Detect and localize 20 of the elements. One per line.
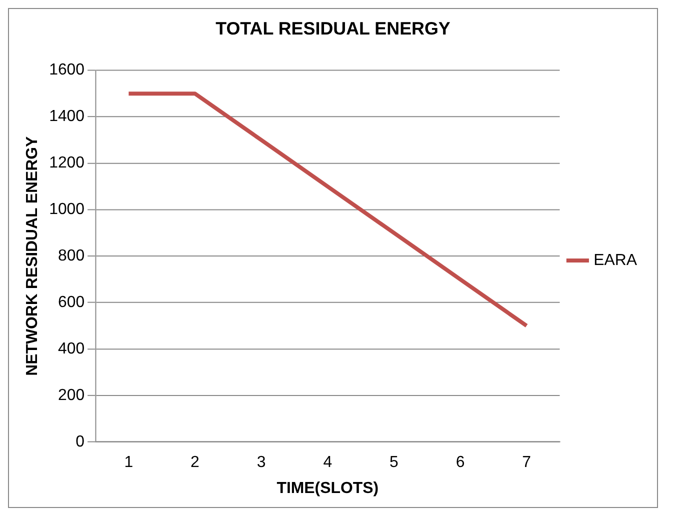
x-tick-label: 7 — [522, 454, 532, 471]
x-tick-label: 6 — [456, 454, 465, 471]
x-tick-label: 5 — [390, 454, 399, 471]
y-tick-label: 1600 — [49, 62, 85, 79]
y-tick-label: 1000 — [49, 201, 85, 218]
x-tick-label: 2 — [190, 454, 200, 471]
chart-title: TOTAL RESIDUAL ENERGY — [216, 18, 450, 39]
y-tick-label: 1200 — [49, 154, 85, 172]
y-tick-label: 0 — [76, 433, 85, 450]
y-tick-label: 600 — [58, 294, 85, 311]
y-tick-label: 800 — [58, 248, 85, 264]
y-tick-label: 1400 — [49, 108, 85, 126]
y-axis-title: NETWORK RESIDUAL ENERGY — [24, 136, 41, 376]
x-axis-title: TIME(SLOTS) — [276, 480, 379, 497]
x-tick-label: 3 — [256, 454, 266, 471]
x-tick-label: 1 — [124, 454, 134, 471]
x-tick-label: 4 — [323, 454, 332, 471]
y-tick-label: 400 — [58, 340, 85, 358]
y-tick-label: 200 — [58, 386, 85, 404]
legend-label: EARA — [594, 252, 638, 269]
